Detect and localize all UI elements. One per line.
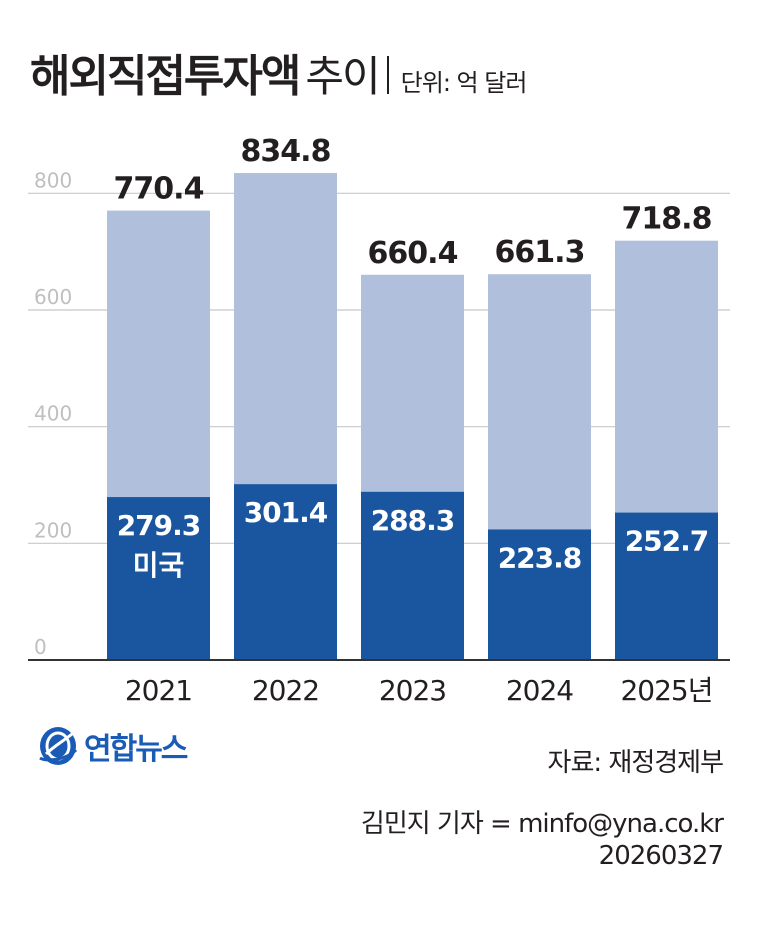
total-value-label: 770.4: [114, 172, 204, 207]
us-value-label: 252.7: [625, 525, 709, 558]
bar-us: [488, 529, 591, 660]
bar-us: [107, 497, 210, 660]
total-value-label: 834.8: [241, 134, 331, 169]
publish-date: 20260327: [598, 841, 724, 871]
bar-us: [361, 491, 464, 660]
us-value-label: 223.8: [498, 541, 582, 574]
us-value-label: 301.4: [244, 496, 328, 529]
y-tick-label: 0: [34, 635, 47, 659]
x-tick-label: 2021: [125, 674, 192, 707]
unit-label: 단위: 억 달러: [400, 69, 528, 97]
x-tick-label: 2023: [379, 674, 446, 707]
us-series-label: 미국: [133, 549, 185, 582]
source-note: 자료: 재정경제부: [547, 748, 724, 778]
title-sub: 추이: [305, 52, 380, 101]
bar-us: [234, 484, 337, 660]
us-value-label: 288.3: [371, 504, 455, 537]
bar-chart: 0 200 400 600 800 770.4 279.3 미국 2021 834.8 301.4 2…: [28, 134, 730, 707]
x-tick-label: 2022: [252, 674, 319, 707]
total-value-label: 660.4: [368, 236, 458, 271]
y-tick-label: 200: [34, 518, 72, 542]
total-value-label: 718.8: [622, 202, 712, 237]
logo-text: 연합뉴스: [84, 732, 188, 767]
x-tick-label: 2024: [506, 674, 573, 707]
chart-title: 해외직접투자액 추이 단위: 억 달러: [30, 40, 528, 110]
yonhap-logo: 연합뉴스: [36, 724, 188, 768]
byline: 김민지 기자 = minfo@yna.co.kr 20260327: [360, 808, 724, 872]
title-divider: [386, 56, 389, 94]
y-tick-label: 400: [34, 402, 72, 426]
bar-us: [615, 512, 718, 660]
x-tick-label: 2025년: [620, 674, 712, 707]
us-value-label: 279.3: [117, 509, 201, 542]
y-tick-label: 800: [34, 168, 72, 192]
y-tick-label: 600: [34, 285, 72, 309]
total-value-label: 661.3: [495, 235, 585, 270]
title-main: 해외직접투자액: [30, 51, 301, 102]
yonhap-globe-icon: [39, 727, 78, 765]
reporter-credit: 김민지 기자 = minfo@yna.co.kr: [360, 809, 724, 839]
